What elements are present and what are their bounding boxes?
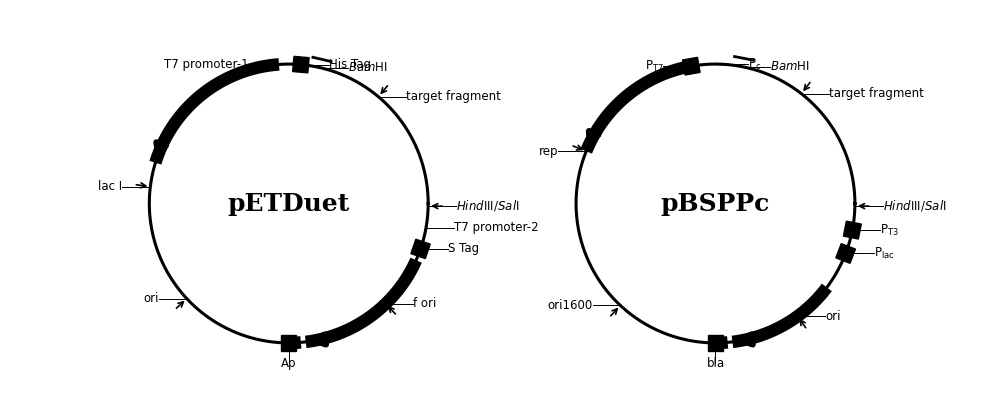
Text: P$_{\mathregular{T7}}$: P$_{\mathregular{T7}}$ (645, 59, 663, 74)
Text: P$_{\mathregular{c}}$: P$_{\mathregular{c}}$ (748, 57, 762, 72)
Text: target fragment: target fragment (829, 87, 924, 100)
Text: pBSPPc: pBSPPc (661, 192, 770, 215)
Polygon shape (293, 56, 309, 73)
Polygon shape (843, 221, 861, 239)
Polygon shape (411, 239, 430, 258)
Text: pETDuet: pETDuet (228, 192, 350, 215)
Text: P$_{\mathregular{lac}}$: P$_{\mathregular{lac}}$ (874, 246, 894, 261)
Text: P$_{\mathregular{T3}}$: P$_{\mathregular{T3}}$ (880, 223, 899, 238)
Text: His Tag: His Tag (329, 58, 371, 71)
Text: f ori: f ori (413, 297, 437, 310)
Text: ori: ori (825, 310, 841, 323)
Text: ori1600: ori1600 (547, 299, 593, 312)
Text: bla: bla (706, 357, 725, 370)
Polygon shape (281, 335, 296, 350)
Text: target fragment: target fragment (406, 90, 501, 103)
Text: T7 promoter-2: T7 promoter-2 (454, 221, 539, 234)
Text: $\mathit{Hind}$III/$\mathit{Sal}$I: $\mathit{Hind}$III/$\mathit{Sal}$I (883, 199, 946, 213)
Text: S Tag: S Tag (448, 243, 480, 256)
Text: $\mathit{Hind}$III/$\mathit{Sal}$I: $\mathit{Hind}$III/$\mathit{Sal}$I (456, 199, 520, 213)
Text: ori: ori (143, 292, 159, 305)
Text: lac I: lac I (98, 180, 122, 193)
Polygon shape (682, 57, 700, 75)
Text: rep: rep (539, 145, 558, 158)
Text: $\mathit{Bam}$HI: $\mathit{Bam}$HI (770, 60, 810, 73)
Polygon shape (836, 244, 855, 263)
Polygon shape (708, 335, 723, 350)
Text: Ap: Ap (281, 357, 296, 370)
Text: $\mathit{Bam}$HI: $\mathit{Bam}$HI (348, 61, 388, 74)
Text: T7 promoter-1: T7 promoter-1 (164, 58, 249, 71)
